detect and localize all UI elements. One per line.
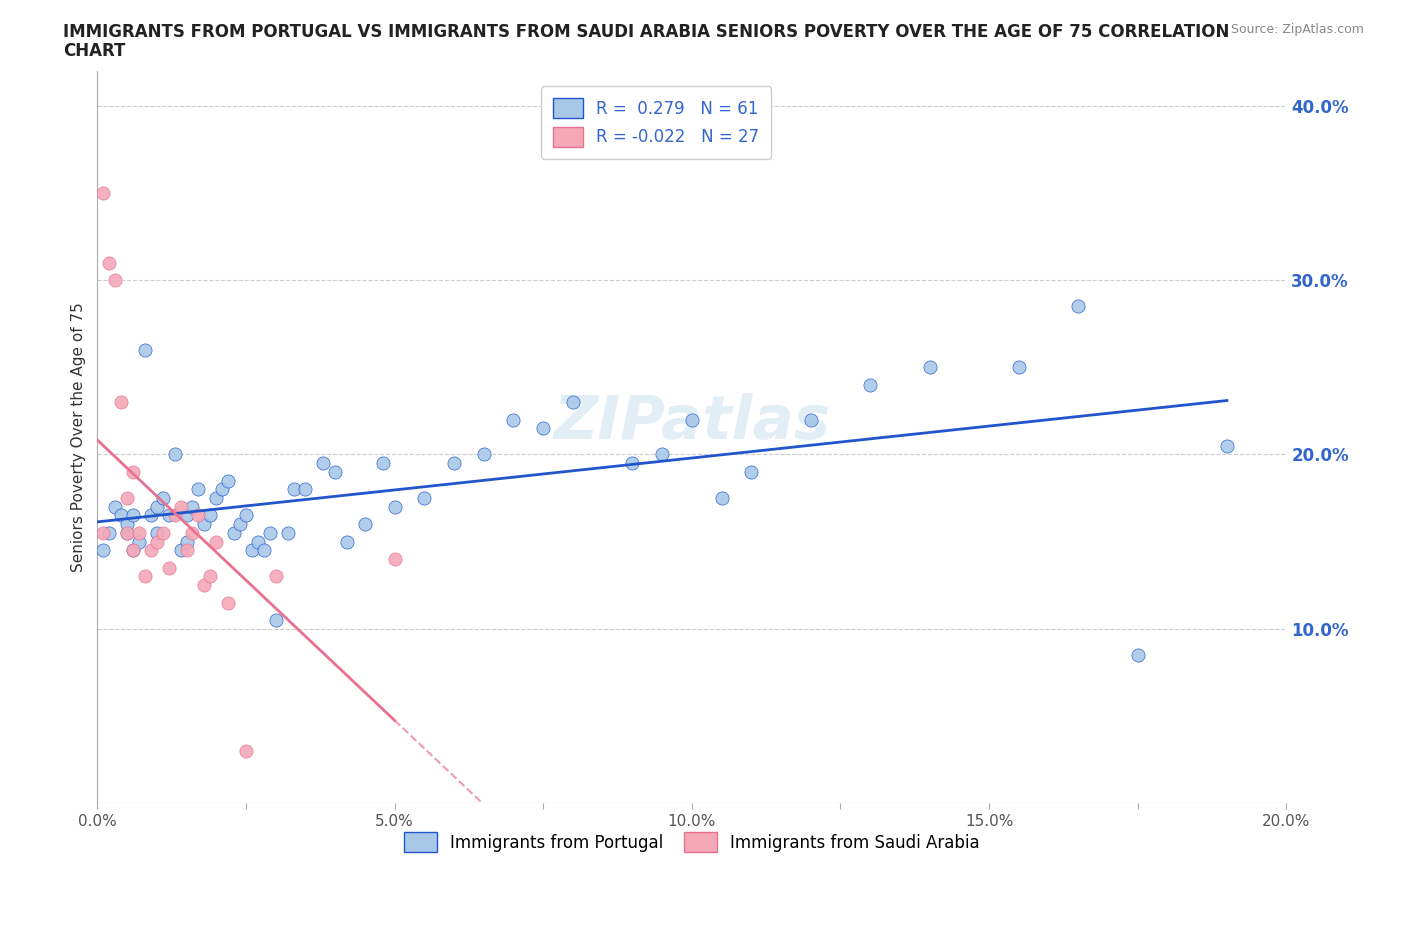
Point — [128, 525, 150, 540]
Point — [681, 412, 703, 427]
Point — [169, 543, 191, 558]
Point — [229, 517, 252, 532]
Point — [98, 255, 121, 270]
Point — [354, 517, 377, 532]
Point — [217, 595, 239, 610]
Point — [740, 464, 762, 479]
Point — [1008, 360, 1031, 375]
Point — [264, 613, 287, 628]
Text: Source: ZipAtlas.com: Source: ZipAtlas.com — [1230, 23, 1364, 36]
Point — [176, 534, 198, 549]
Point — [200, 508, 222, 523]
Point — [104, 499, 127, 514]
Point — [193, 517, 215, 532]
Point — [211, 482, 233, 497]
Point — [918, 360, 941, 375]
Point — [859, 378, 882, 392]
Point — [176, 508, 198, 523]
Point — [277, 525, 299, 540]
Point — [259, 525, 281, 540]
Point — [169, 499, 191, 514]
Point — [187, 482, 209, 497]
Point — [110, 394, 132, 409]
Point — [222, 525, 245, 540]
Point — [115, 525, 138, 540]
Point — [146, 525, 169, 540]
Point — [283, 482, 305, 497]
Point — [205, 534, 228, 549]
Point — [502, 412, 524, 427]
Point — [176, 543, 198, 558]
Point — [157, 508, 180, 523]
Point — [1216, 438, 1239, 453]
Point — [217, 473, 239, 488]
Point — [800, 412, 823, 427]
Point — [104, 272, 127, 287]
Point — [163, 508, 186, 523]
Point — [531, 420, 554, 435]
Point — [163, 447, 186, 462]
Point — [134, 569, 156, 584]
Point — [264, 569, 287, 584]
Point — [139, 543, 162, 558]
Point — [122, 543, 145, 558]
Point — [91, 185, 114, 200]
Point — [134, 342, 156, 357]
Point — [152, 490, 174, 505]
Point — [146, 499, 169, 514]
Point — [181, 499, 204, 514]
Point — [710, 490, 733, 505]
Point — [205, 490, 228, 505]
Point — [253, 543, 276, 558]
Point — [561, 394, 583, 409]
Point — [146, 534, 169, 549]
Point — [1126, 647, 1149, 662]
Point — [91, 525, 114, 540]
Text: ZIPatlas: ZIPatlas — [554, 392, 831, 452]
Point — [294, 482, 316, 497]
Point — [110, 508, 132, 523]
Point — [128, 534, 150, 549]
Point — [323, 464, 346, 479]
Text: CHART: CHART — [63, 42, 125, 60]
Point — [384, 499, 406, 514]
Point — [157, 560, 180, 575]
Point — [193, 578, 215, 592]
Point — [91, 543, 114, 558]
Point — [621, 456, 644, 471]
Point — [336, 534, 359, 549]
Point — [235, 508, 257, 523]
Point — [122, 543, 145, 558]
Point — [187, 508, 209, 523]
Point — [651, 447, 673, 462]
Point — [1067, 299, 1090, 313]
Point — [384, 551, 406, 566]
Point — [413, 490, 436, 505]
Point — [200, 569, 222, 584]
Point — [115, 517, 138, 532]
Point — [312, 456, 335, 471]
Y-axis label: Seniors Poverty Over the Age of 75: Seniors Poverty Over the Age of 75 — [72, 302, 86, 572]
Point — [472, 447, 495, 462]
Point — [235, 743, 257, 758]
Text: IMMIGRANTS FROM PORTUGAL VS IMMIGRANTS FROM SAUDI ARABIA SENIORS POVERTY OVER TH: IMMIGRANTS FROM PORTUGAL VS IMMIGRANTS F… — [63, 23, 1230, 41]
Point — [246, 534, 269, 549]
Legend: Immigrants from Portugal, Immigrants from Saudi Arabia: Immigrants from Portugal, Immigrants fro… — [395, 824, 988, 860]
Point — [371, 456, 394, 471]
Point — [115, 490, 138, 505]
Point — [443, 456, 465, 471]
Point — [181, 525, 204, 540]
Point — [115, 525, 138, 540]
Point — [139, 508, 162, 523]
Point — [152, 525, 174, 540]
Point — [98, 525, 121, 540]
Point — [122, 464, 145, 479]
Point — [240, 543, 263, 558]
Point — [122, 508, 145, 523]
